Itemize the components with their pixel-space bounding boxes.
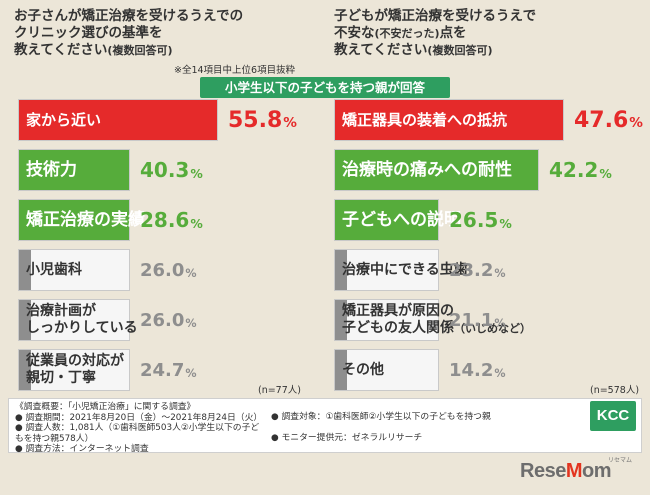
bar-label: 治療時の痛みへの耐性	[342, 159, 512, 180]
bar-row-right-3: 子どもへの説明 26.5%	[326, 199, 644, 243]
bar-label: 子どもへの説明	[342, 209, 461, 230]
bar	[335, 150, 538, 190]
bar-value: 28.6%	[140, 208, 203, 232]
bar-row-left-6: 従業員の対応が 親切・丁寧 24.7%	[10, 349, 328, 393]
bar-frame	[334, 199, 439, 241]
bar	[335, 200, 438, 240]
survey-title: 《調査概要：「小児矯正治療」に関する調査》	[15, 402, 196, 412]
question-right: 子どもが矯正治療を受けるうえで 不安な(不安だった)点を 教えてください(複数回…	[334, 8, 634, 59]
bar-frame	[334, 299, 439, 341]
bar-frame	[334, 249, 439, 291]
survey-overview: 《調査概要：「小児矯正治療」に関する調査》 ● 調査期間：2021年8月20日（…	[8, 398, 642, 454]
bar-value: 26.0%	[140, 259, 197, 281]
bar-frame	[18, 149, 130, 191]
survey-target: ● 調査対象：①歯科医師②小学生以下の子どもを持つ親	[271, 412, 491, 422]
bar-frame	[18, 299, 130, 341]
bar-value: 26.5%	[449, 208, 512, 232]
bar	[335, 250, 347, 290]
bar-row-right-6: その他 14.2%	[326, 349, 644, 393]
bar-value: 14.2%	[449, 359, 506, 381]
bar	[19, 150, 129, 190]
bar-row-left-3: 矯正治療の実績 28.6%	[10, 199, 328, 243]
resemom-logo: ReseMom	[520, 460, 611, 482]
survey-method: ● 調査方法：インターネット調査	[15, 444, 149, 454]
bar-value: 47.6%	[574, 107, 643, 133]
bar-label: 従業員の対応が 親切・丁寧	[26, 353, 124, 386]
bar-row-left-5: 治療計画が しっかりしている 26.0%	[10, 299, 328, 343]
question-left-line1: お子さんが矯正治療を受けるうえでの	[14, 8, 244, 24]
bar-label: その他	[342, 361, 384, 378]
bar-row-left-4: 小児歯科 26.0%	[10, 249, 328, 293]
bar-frame	[18, 199, 130, 241]
question-right-line2b: 点を	[439, 25, 467, 41]
question-right-multi: (複数回答可)	[427, 44, 493, 57]
survey-provider: ● モニター提供元：ゼネラルリサーチ	[271, 433, 423, 443]
bar-value: 42.2%	[549, 158, 612, 182]
bar	[335, 100, 563, 140]
bar-frame	[18, 249, 130, 291]
question-left-line2: クリニック選びの基準を	[14, 25, 163, 41]
question-left-line3: 教えてください	[14, 42, 108, 58]
bar-frame	[18, 349, 130, 391]
bar-value: 23.2%	[449, 259, 506, 281]
question-right-line2a: 不安な	[334, 25, 375, 41]
bar	[335, 350, 347, 390]
bar-value: 24.7%	[140, 359, 197, 381]
resemom-logo-kana: リセマム	[608, 457, 633, 464]
bar-row-right-5: 矯正器具が原因の 子どもの友人関係（いじめなど） 21.1%	[326, 299, 644, 343]
bar-frame	[334, 99, 564, 141]
question-right-line2-sub: (不安だった)	[374, 27, 440, 40]
bar-label: 治療中にできる虫歯	[342, 261, 468, 278]
bar-label: 矯正器具の装着への抵抗	[342, 110, 508, 129]
respondent-banner: 小学生以下の子どもを持つ親が回答	[200, 77, 450, 98]
bar	[19, 200, 129, 240]
question-right-line1: 子どもが矯正治療を受けるうえで	[334, 8, 537, 24]
bar-frame	[18, 99, 218, 141]
note-top6: ※全14項目中上位6項目抜粋	[174, 65, 296, 76]
bar-label: 家から近い	[26, 110, 102, 129]
bar-row-right-1: 矯正器具の装着への抵抗 47.6%	[326, 99, 644, 143]
bar-value: 40.3%	[140, 158, 203, 182]
bar-label: 技術力	[26, 159, 77, 180]
bar-value: 21.1%	[449, 309, 506, 331]
bar	[19, 350, 31, 390]
bar	[19, 250, 31, 290]
bar-row-left-1: 家から近い 55.8%	[10, 99, 328, 143]
bar-frame	[334, 149, 539, 191]
survey-count: ● 調査人数：1,081人（①歯科医師503人②小学生以下の子どもを持つ親578…	[15, 423, 260, 444]
bar-label: 小児歯科	[26, 261, 82, 278]
bar-row-right-4: 治療中にできる虫歯 23.2%	[326, 249, 644, 293]
bar-label: 治療計画が しっかりしている	[26, 303, 138, 336]
bar-label: 矯正器具が原因の 子どもの友人関係（いじめなど）	[342, 303, 531, 336]
question-left-multi: (複数回答可)	[107, 44, 173, 57]
chart-right: 矯正器具の装着への抵抗 47.6% 治療時の痛みへの耐性 42.2% 子どもへの説明 26…	[326, 99, 644, 391]
bar-value: 55.8%	[228, 107, 297, 133]
chart-left: 家から近い 55.8% 技術力 40.3% 矯正治療の実績 28.6% 小児歯科 26.0% 治…	[10, 99, 328, 391]
bar	[19, 100, 217, 140]
bar-frame	[334, 349, 439, 391]
kcc-logo: KCC	[590, 401, 636, 431]
bar-row-left-2: 技術力 40.3%	[10, 149, 328, 193]
sample-size-left: (n=77人)	[258, 385, 301, 396]
bar	[335, 300, 347, 340]
bar	[19, 300, 31, 340]
question-right-line3: 教えてください	[334, 42, 428, 58]
bar-value: 26.0%	[140, 309, 197, 331]
sample-size-right: (n=578人)	[590, 385, 640, 396]
question-left: お子さんが矯正治療を受けるうえでの クリニック選びの基準を 教えてください(複数…	[14, 8, 314, 59]
survey-period: ● 調査期間：2021年8月20日（金）〜2021年8月24日（火）	[15, 412, 263, 423]
bar-label: 矯正治療の実績	[26, 209, 145, 230]
bar-row-right-2: 治療時の痛みへの耐性 42.2%	[326, 149, 644, 193]
